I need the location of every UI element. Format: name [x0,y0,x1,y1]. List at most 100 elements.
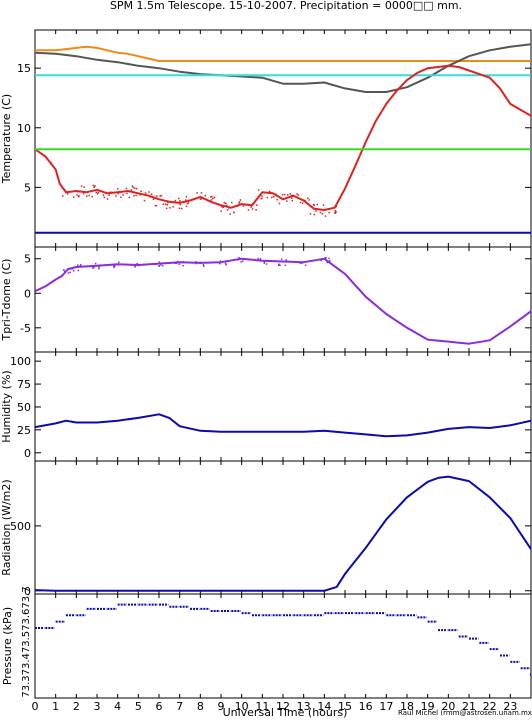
noise-point [62,269,65,271]
x-tick-label: 16 [359,700,373,713]
noise-point [263,262,266,264]
noise-point [88,194,90,197]
plot-area [35,43,531,234]
noise-point [86,195,88,197]
noise-point [263,261,266,263]
noise-point [72,266,75,269]
noise-point [200,197,203,200]
x-tick-label: 14 [317,700,331,713]
chart-title: SPM 1.5m Telescope. 15-10-2007. Precipit… [110,0,462,12]
noise-point [279,264,281,267]
noise-point [281,193,284,196]
noise-point [136,263,139,265]
noise-point [275,193,277,195]
noise-point [182,264,184,267]
noise-point [160,194,163,197]
noise-point [324,215,327,217]
noise-point [210,199,213,201]
noise-point [315,210,317,212]
noise-point [222,206,225,209]
temperature-series-orange [35,45,531,62]
noise-point [266,196,268,199]
noise-point [204,194,207,197]
noise-point [223,201,226,204]
noise-point [162,203,165,206]
noise-point [303,200,306,202]
noise-point [80,185,83,187]
noise-point [72,270,75,272]
noise-point [166,204,169,206]
noise-point [230,201,233,204]
noise-point [178,263,181,266]
noise-point [142,263,144,266]
noise-point [304,264,307,267]
noise-point [240,257,242,260]
noise-point [114,265,116,267]
noise-point [237,259,239,261]
plot-area [35,603,531,676]
noise-point [158,265,160,267]
noise-point [77,269,80,272]
panel-tpri-tdome: -5 0 5 Tpri-Tdome (C) [0,246,532,353]
noise-point [321,213,324,215]
noise-point [322,204,325,206]
pressure-series [35,603,531,676]
noise-point [158,261,161,263]
panel-frame [34,246,532,353]
noise-point [218,262,221,265]
noise-point [122,194,124,196]
x-tick-label: 2 [73,700,80,713]
noise-point [279,196,281,199]
noise-point [192,198,194,201]
noise-point [97,267,100,270]
x-tick-label: 23 [503,700,517,713]
noise-point [328,257,330,260]
noise-point [182,260,185,263]
noise-point [61,187,64,190]
noise-point [214,202,217,205]
noise-point [285,259,288,261]
noise-point [335,211,337,213]
noise-point [120,196,122,199]
y-tick-label: 0 [24,447,31,460]
noise-point [228,207,230,209]
y-tick-label: 100 [10,355,31,368]
noise-point [91,195,93,198]
noise-point [132,186,134,189]
noise-point [224,262,227,265]
noise-point [94,185,96,187]
noise-point [115,195,117,197]
noise-point [169,207,171,209]
noise-point [63,270,66,272]
noise-point [278,263,280,265]
noise-point [238,202,240,204]
y-tick-label: 10 [17,122,31,135]
noise-point [177,197,180,200]
noise-point [213,196,216,199]
noise-point [313,213,315,216]
noise-point [103,196,106,199]
noise-point [94,262,97,265]
noise-point [186,202,189,205]
noise-point [140,190,142,193]
noise-point [102,194,105,196]
noise-point [280,258,283,260]
noise-point [299,201,302,204]
x-tick-label: 1 [52,700,59,713]
noise-point [66,193,69,195]
panel-frame [34,351,532,462]
noise-point [265,263,268,265]
noise-point [67,272,70,274]
noise-point [328,259,331,262]
panel-pressure: 73.373.473.573.673.7 Pressure (kPa) [1,586,532,699]
noise-point [126,192,128,195]
noise-point [97,191,99,194]
noise-point [176,260,179,263]
noise-point [159,195,161,197]
tpri-tdome-series-purple [35,257,531,345]
noise-point [110,191,112,194]
panel-frame [34,460,532,595]
x-tick-label: 18 [400,700,414,713]
